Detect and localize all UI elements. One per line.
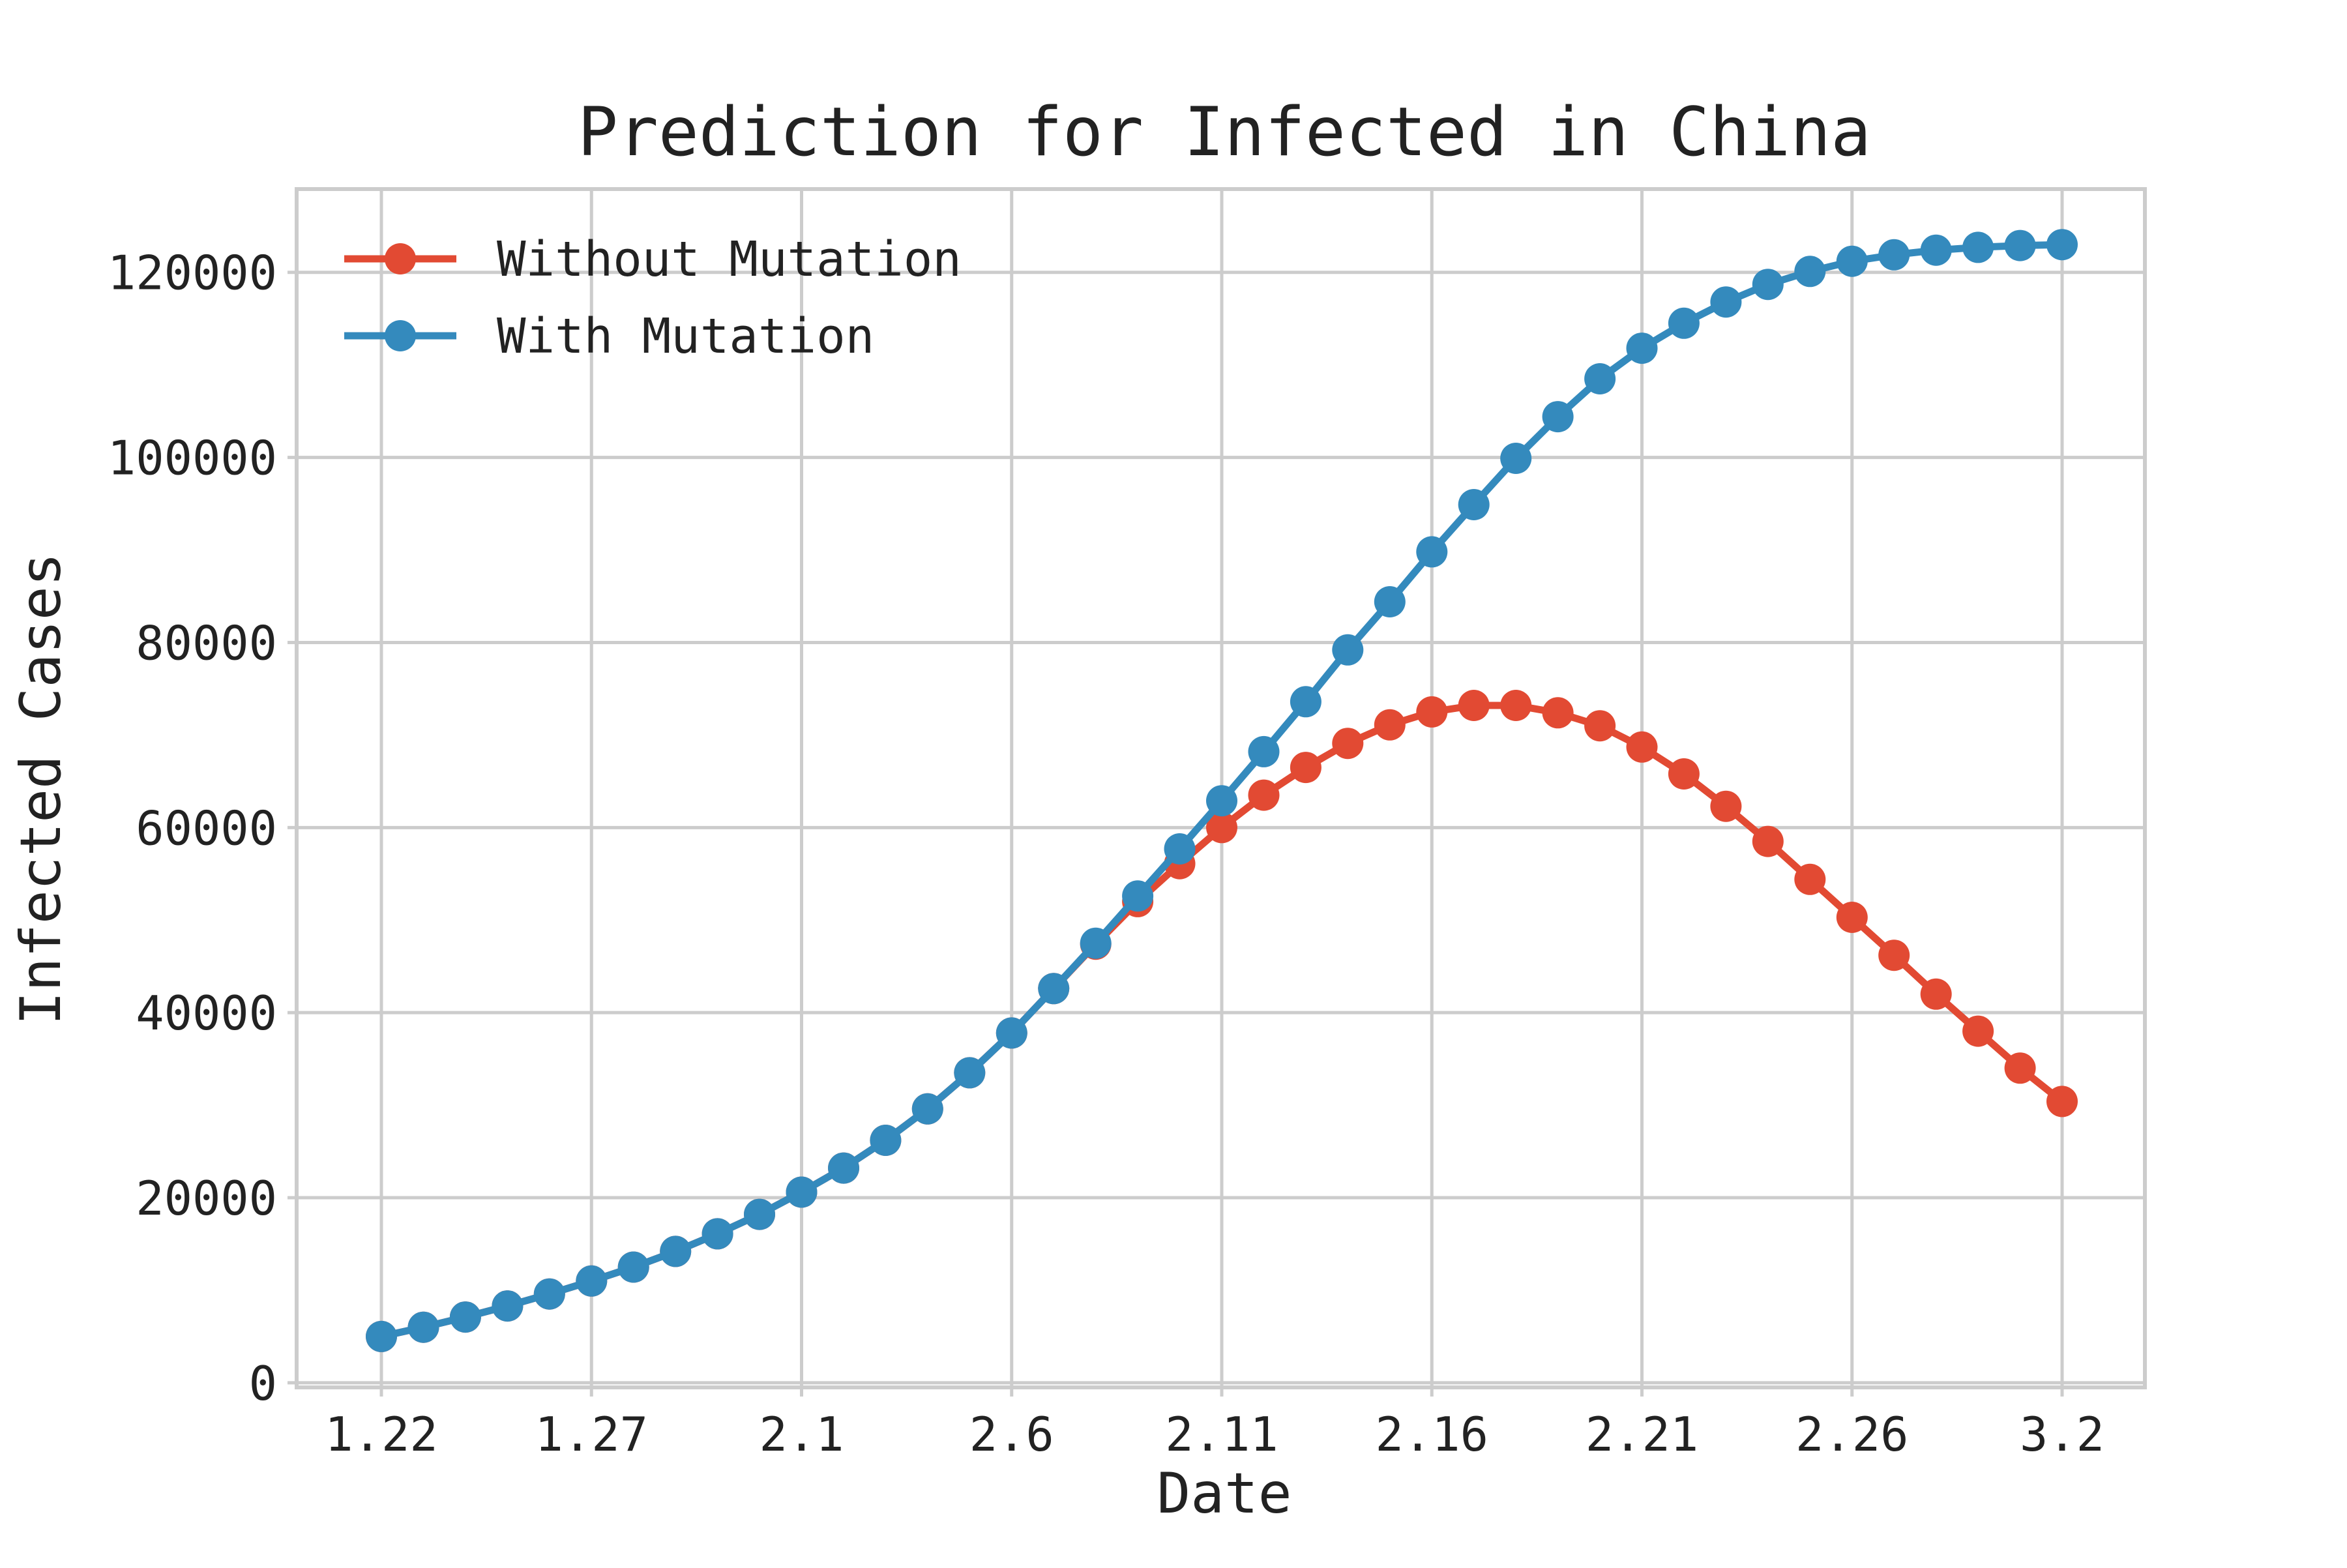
data-point [1164,833,1196,865]
series-with-mutation [366,229,2078,1352]
data-point [1206,812,1237,844]
legend-item: With Mutation [344,308,874,364]
data-point [1458,690,1490,721]
legend: Without Mutation With Mutation [344,231,962,364]
x-axis-label: Date [1157,1461,1292,1526]
data-point [996,1017,1027,1049]
legend-item: Without Mutation [344,231,962,288]
data-point [1668,758,1700,790]
data-point [366,1320,397,1352]
y-tick-label: 80000 [136,615,277,670]
data-point [828,1152,859,1184]
data-point [576,1265,608,1297]
data-point [1752,825,1784,857]
data-point [1290,752,1321,784]
data-point [1920,978,1952,1010]
chart-title: Prediction for Infected in China [578,93,1871,171]
data-point [954,1057,986,1089]
data-point [1416,536,1448,568]
data-point [1794,256,1826,288]
data-point [1752,269,1784,301]
data-point [1878,239,1910,271]
data-point [1122,880,1154,912]
data-point [870,1125,902,1156]
data-point [1248,779,1280,811]
data-point [2046,229,2078,261]
data-point [1710,286,1742,318]
data-point [1626,731,1658,763]
data-point [1584,710,1616,742]
data-point [1500,690,1532,721]
data-point [911,1093,943,1125]
data-point [1962,1015,1994,1047]
data-point [533,1278,565,1310]
x-tick-label: 2.21 [1586,1407,1698,1462]
data-point [1374,586,1406,617]
data-point [1584,363,1616,394]
data-point [2046,1086,2078,1117]
data-point [1458,489,1490,520]
legend-marker [385,243,416,274]
data-point [660,1235,692,1267]
x-tick-label: 3.2 [2020,1407,2104,1462]
x-tick-label: 2.26 [1795,1407,1908,1462]
data-point [1332,728,1364,760]
legend-marker [385,320,416,351]
data-point [744,1198,775,1230]
data-point [2004,1052,2036,1084]
data-point [1794,863,1826,895]
data-point [1500,443,1532,474]
data-point [1542,697,1574,729]
y-axis-ticks: 0 20000 40000 60000 80000 100000 120000 [108,246,297,1411]
y-tick-label: 40000 [136,986,277,1041]
data-point [1416,696,1448,728]
data-point [1836,902,1868,933]
y-tick-label: 120000 [108,246,277,301]
y-tick-label: 0 [249,1356,277,1411]
data-point [701,1218,733,1250]
x-tick-label: 2.11 [1165,1407,1278,1462]
data-point [1542,401,1574,433]
data-point [1290,686,1321,718]
data-point [1248,735,1280,767]
x-tick-label: 1.27 [535,1407,648,1462]
data-point [1374,709,1406,741]
data-point [1710,790,1742,822]
y-tick-label: 100000 [108,431,277,486]
data-point [1836,245,1868,277]
data-point [449,1301,481,1333]
data-point [1206,785,1237,817]
y-tick-label: 60000 [136,801,277,855]
y-axis-label: Infected Cases [8,553,74,1026]
data-point [2004,229,2036,261]
data-point [786,1176,818,1208]
x-tick-label: 2.6 [969,1407,1054,1462]
x-tick-label: 1.22 [325,1407,437,1462]
legend-label: Without Mutation [497,231,962,288]
data-point [1080,927,1112,959]
x-axis-ticks: 1.22 1.27 2.1 2.6 2.11 2.16 2.21 2.26 3.2 [325,1387,2104,1462]
data-point [617,1251,649,1283]
x-tick-label: 2.16 [1376,1407,1488,1462]
data-point [492,1290,524,1322]
data-point [407,1311,439,1343]
data-point [1962,231,1994,263]
data-point [1668,307,1700,339]
legend-label: With Mutation [497,308,874,364]
x-tick-label: 2.1 [759,1407,844,1462]
data-point [1038,973,1070,1005]
y-tick-label: 20000 [136,1171,277,1226]
data-point [1920,234,1952,266]
series-group [366,229,2078,1352]
data-point [1332,634,1364,666]
data-point [1626,333,1658,364]
data-point [1878,939,1910,971]
